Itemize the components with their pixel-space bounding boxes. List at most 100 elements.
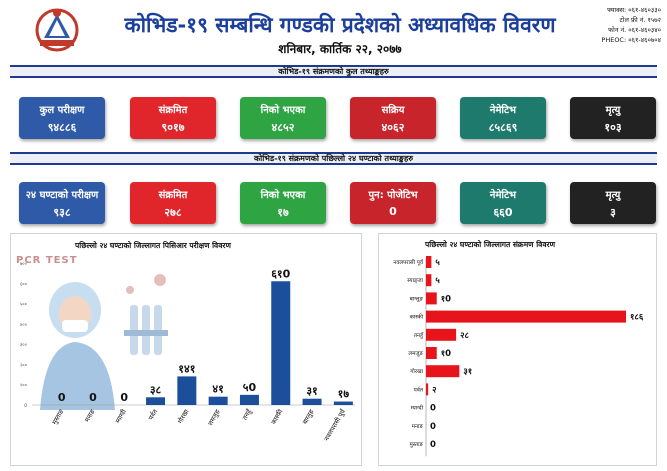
infection-bar bbox=[426, 365, 460, 378]
infection-bar bbox=[426, 328, 457, 341]
pcr-data-label: 0 bbox=[89, 391, 97, 404]
pcr-category-label: म्याग्दी bbox=[114, 408, 128, 425]
contact-info: फ्याक्स: ०६१-४६०३३० टोल फ्री नं. १५७२ फो… bbox=[601, 5, 661, 45]
government-emblem-icon bbox=[35, 8, 79, 52]
contact-toll-free: टोल फ्री नं. १५७२ bbox=[619, 16, 661, 24]
total-card-label: संक्रमित bbox=[158, 105, 188, 116]
total-card: मृत्यु १०३ bbox=[570, 97, 656, 139]
infection-data-label: ५ bbox=[435, 258, 440, 268]
infection-chart-panel bbox=[378, 233, 657, 466]
daily-card-value: ९३८ bbox=[53, 206, 71, 219]
daily-card-label: नेमेटिभ bbox=[489, 190, 517, 201]
infection-category-label: म्याग्दी bbox=[411, 405, 424, 412]
total-card-label: मृत्यु bbox=[605, 105, 621, 116]
daily-card-label: पुन: पोजेटिभ bbox=[368, 190, 418, 201]
daily-card: संक्रमित २७८ bbox=[130, 182, 216, 224]
total-card-value: ४८५२ bbox=[271, 121, 295, 134]
infection-bar bbox=[426, 310, 626, 323]
contact-pheoc: PHEOC: ०६१-४६०७०४ bbox=[601, 36, 661, 44]
infection-category-label: लमजुङ bbox=[408, 351, 423, 357]
infection-data-label: ३१ bbox=[463, 367, 472, 377]
total-card: निको भएका ४८५२ bbox=[240, 97, 326, 139]
pcr-bar-chart: 0 १०० २०० ३०० ४०० ५०० ६०० ७०० 0 मुस्ताङ 0 मनाङ 0 म्या… bbox=[20, 262, 355, 442]
total-section-heading: कोभिड-१९ संक्रमणको कुल तथ्याङ्कहरु bbox=[10, 65, 657, 78]
pcr-test-label: PCR TEST bbox=[16, 255, 78, 266]
pcr-data-label: १७ bbox=[338, 388, 350, 401]
pcr-data-label: १४१ bbox=[178, 362, 195, 375]
pcr-data-label: ४१ bbox=[212, 383, 223, 396]
pcr-data-label: 0 bbox=[58, 391, 66, 404]
infection-data-label: 0 bbox=[430, 440, 436, 450]
pcr-category-label: तनहुँ bbox=[241, 407, 255, 422]
infection-bar bbox=[426, 274, 432, 287]
daily-card: निको भएका १७ bbox=[240, 182, 326, 224]
total-card: संक्रमित ९०१७ bbox=[130, 97, 216, 139]
infection-category-label: कास्की bbox=[410, 314, 424, 321]
y-tick-label: ५०० bbox=[20, 303, 28, 308]
report-date: शनिबार, कार्तिक २२, २०७७ bbox=[278, 42, 402, 56]
health-worker-illustration bbox=[40, 274, 168, 410]
infection-category-label: नवलपरासी पूर्व bbox=[393, 259, 424, 266]
total-card-label: कुल परीक्षण bbox=[39, 105, 85, 116]
infection-bar-chart: नवलपरासी पूर्व ५ स्याङ्जा ५ बाग्लुङ १0 कास्की १… bbox=[393, 256, 644, 457]
daily-card-label: मृत्यु bbox=[605, 190, 621, 201]
infection-data-label: ५ bbox=[435, 276, 440, 286]
infection-data-label: १८६ bbox=[630, 313, 644, 323]
y-tick-label: १०० bbox=[20, 384, 28, 389]
daily-card-value: ६६0 bbox=[493, 206, 513, 219]
infection-category-label: पर्वत bbox=[414, 386, 424, 393]
daily-card: पुन: पोजेटिभ 0 bbox=[350, 182, 436, 224]
daily-card: मृत्यु ३ bbox=[570, 182, 656, 224]
total-card: सक्रिय ४०६२ bbox=[350, 97, 436, 139]
daily-card-value: ३ bbox=[610, 206, 616, 219]
pcr-bar bbox=[271, 281, 291, 405]
total-card-value: ४०६२ bbox=[381, 121, 405, 134]
infection-bar bbox=[426, 292, 437, 305]
pcr-bar bbox=[239, 394, 259, 405]
infection-category-label: गोरखा bbox=[410, 368, 423, 375]
pcr-category-label: मनाङ bbox=[83, 407, 97, 423]
daily-card: २४ घण्टाको परीक्षण ९३८ bbox=[19, 182, 105, 224]
total-card-value: १०३ bbox=[604, 121, 622, 134]
infection-category-label: मुस्ताङ bbox=[410, 442, 424, 448]
pcr-category-label: बाग्लुङ bbox=[301, 407, 316, 425]
total-card: कुल परीक्षण ९४८८६ bbox=[19, 97, 105, 139]
pcr-data-label: ६१0 bbox=[271, 267, 290, 280]
daily-section-heading: कोभिड-१९ संक्रमणको पछिल्लो २४ घण्टाको तथ… bbox=[10, 152, 657, 165]
y-tick-label: ४०० bbox=[20, 323, 28, 328]
pcr-category-label: कास्की bbox=[270, 408, 285, 426]
daily-card: नेमेटिभ ६६0 bbox=[460, 182, 546, 224]
infection-data-label: १0 bbox=[441, 294, 451, 304]
pcr-data-label: ३८ bbox=[150, 383, 162, 396]
pcr-category-label: मुस्ताङ bbox=[50, 407, 65, 426]
infection-bar bbox=[426, 256, 432, 268]
infection-data-label: १0 bbox=[441, 349, 451, 359]
total-card-value: ९४८८६ bbox=[47, 121, 77, 134]
daily-card-label: २४ घण्टाको परीक्षण bbox=[25, 190, 99, 201]
pcr-category-label: नवलपरासी पूर्व bbox=[323, 407, 348, 442]
infection-bar bbox=[426, 347, 437, 359]
pcr-data-label: ३१ bbox=[306, 385, 317, 398]
y-tick-label: ३०० bbox=[20, 343, 28, 348]
infection-category-label: स्याङ्जा bbox=[407, 278, 423, 284]
total-card: नेमेटिभ ८५८६९ bbox=[460, 97, 546, 139]
pcr-bar bbox=[177, 376, 197, 405]
pcr-bar bbox=[333, 401, 353, 405]
infection-category-label: तनहुँ bbox=[414, 332, 424, 339]
y-tick-label: ७०० bbox=[20, 262, 28, 267]
pcr-data-label: 0 bbox=[120, 391, 128, 404]
page-title: कोभिड-१९ सम्बन्धि गण्डकी प्रदेशको अध्याव… bbox=[124, 13, 556, 37]
total-card-value: ८५८६९ bbox=[488, 121, 518, 134]
infection-data-label: 0 bbox=[430, 404, 436, 414]
infection-chart-title: पछिल्लो २४ घण्टाको जिल्लागत संक्रमण विवर… bbox=[425, 240, 555, 249]
total-card-value: ९०१७ bbox=[161, 121, 185, 134]
total-card-label: नेमेटिभ bbox=[489, 105, 517, 116]
pcr-data-label: ५0 bbox=[243, 381, 257, 394]
pcr-chart-title: पछिल्लो २४ घण्टाको जिल्लागत पिसिआर परीक्… bbox=[75, 241, 231, 250]
y-tick-label: 0 bbox=[24, 403, 27, 409]
infection-data-label: 0 bbox=[430, 422, 436, 432]
infection-data-label: २८ bbox=[460, 331, 469, 341]
daily-card-value: २७८ bbox=[164, 206, 182, 219]
y-tick-label: २०० bbox=[20, 363, 28, 368]
header: कोभिड-१९ सम्बन्धि गण्डकी प्रदेशको अध्याव… bbox=[0, 0, 667, 60]
